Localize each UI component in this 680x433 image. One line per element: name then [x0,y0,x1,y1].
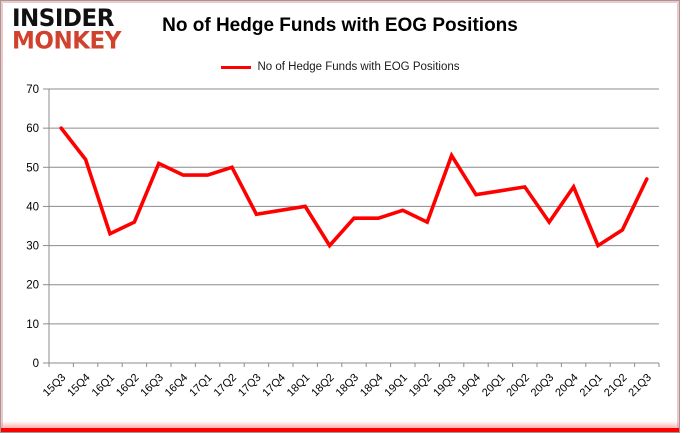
x-axis-label-18Q4: 18Q4 [358,372,386,400]
x-axis-label-18Q2: 18Q2 [309,372,337,400]
x-axis-label-18Q3: 18Q3 [334,372,362,400]
chart-legend: No of Hedge Funds with EOG Positions [1,61,679,73]
x-axis-label-21Q3: 21Q3 [626,372,654,400]
y-axis-label-0: 0 [33,358,39,370]
legend-label: No of Hedge Funds with EOG Positions [257,61,460,73]
x-axis-label-20Q3: 20Q3 [529,372,557,400]
chart-title: No of Hedge Funds with EOG Positions [162,15,518,36]
y-axis-label-30: 30 [26,241,39,253]
y-axis-label-50: 50 [26,162,39,174]
x-axis-label-19Q4: 19Q4 [456,372,484,400]
x-axis-label-20Q2: 20Q2 [504,372,532,400]
x-axis-label-20Q4: 20Q4 [553,372,581,400]
x-axis-label-18Q1: 18Q1 [285,372,313,400]
x-axis-label-17Q1: 17Q1 [187,372,215,400]
logo-insider-text: INSIDER [12,5,114,33]
y-axis-label-70: 70 [26,84,39,96]
x-axis-label-19Q3: 19Q3 [431,372,459,400]
logo-monkey-text: MONKEY [12,27,121,55]
legend-line-icon [220,65,251,69]
y-axis-label-40: 40 [26,201,39,213]
x-axis-label-16Q1: 16Q1 [90,372,118,400]
x-axis-label-16Q3: 16Q3 [138,372,166,400]
y-axis-label-60: 60 [26,123,39,135]
x-axis-label-15Q4: 15Q4 [65,372,93,400]
x-axis-label-17Q2: 17Q2 [212,372,240,400]
x-axis-label-21Q2: 21Q2 [602,372,630,400]
data-line-series [59,126,649,249]
x-axis-label-15Q3: 15Q3 [41,372,69,400]
insider-monkey-logo: INSIDER MONKEY [12,5,121,55]
x-axis-label-20Q1: 20Q1 [480,372,508,400]
x-axis-label-19Q2: 19Q2 [407,372,435,400]
x-axis-label-17Q3: 17Q3 [236,372,264,400]
x-axis-label-16Q4: 16Q4 [163,372,191,400]
y-axis-label-10: 10 [26,319,39,331]
x-axis-label-19Q1: 19Q1 [382,372,410,400]
y-axis-label-20: 20 [26,280,39,292]
x-axis-label-16Q2: 16Q2 [114,372,142,400]
x-axis-label-17Q4: 17Q4 [260,372,288,400]
bottom-red-accent-bar [1,428,679,432]
x-axis-label-21Q1: 21Q1 [578,372,606,400]
